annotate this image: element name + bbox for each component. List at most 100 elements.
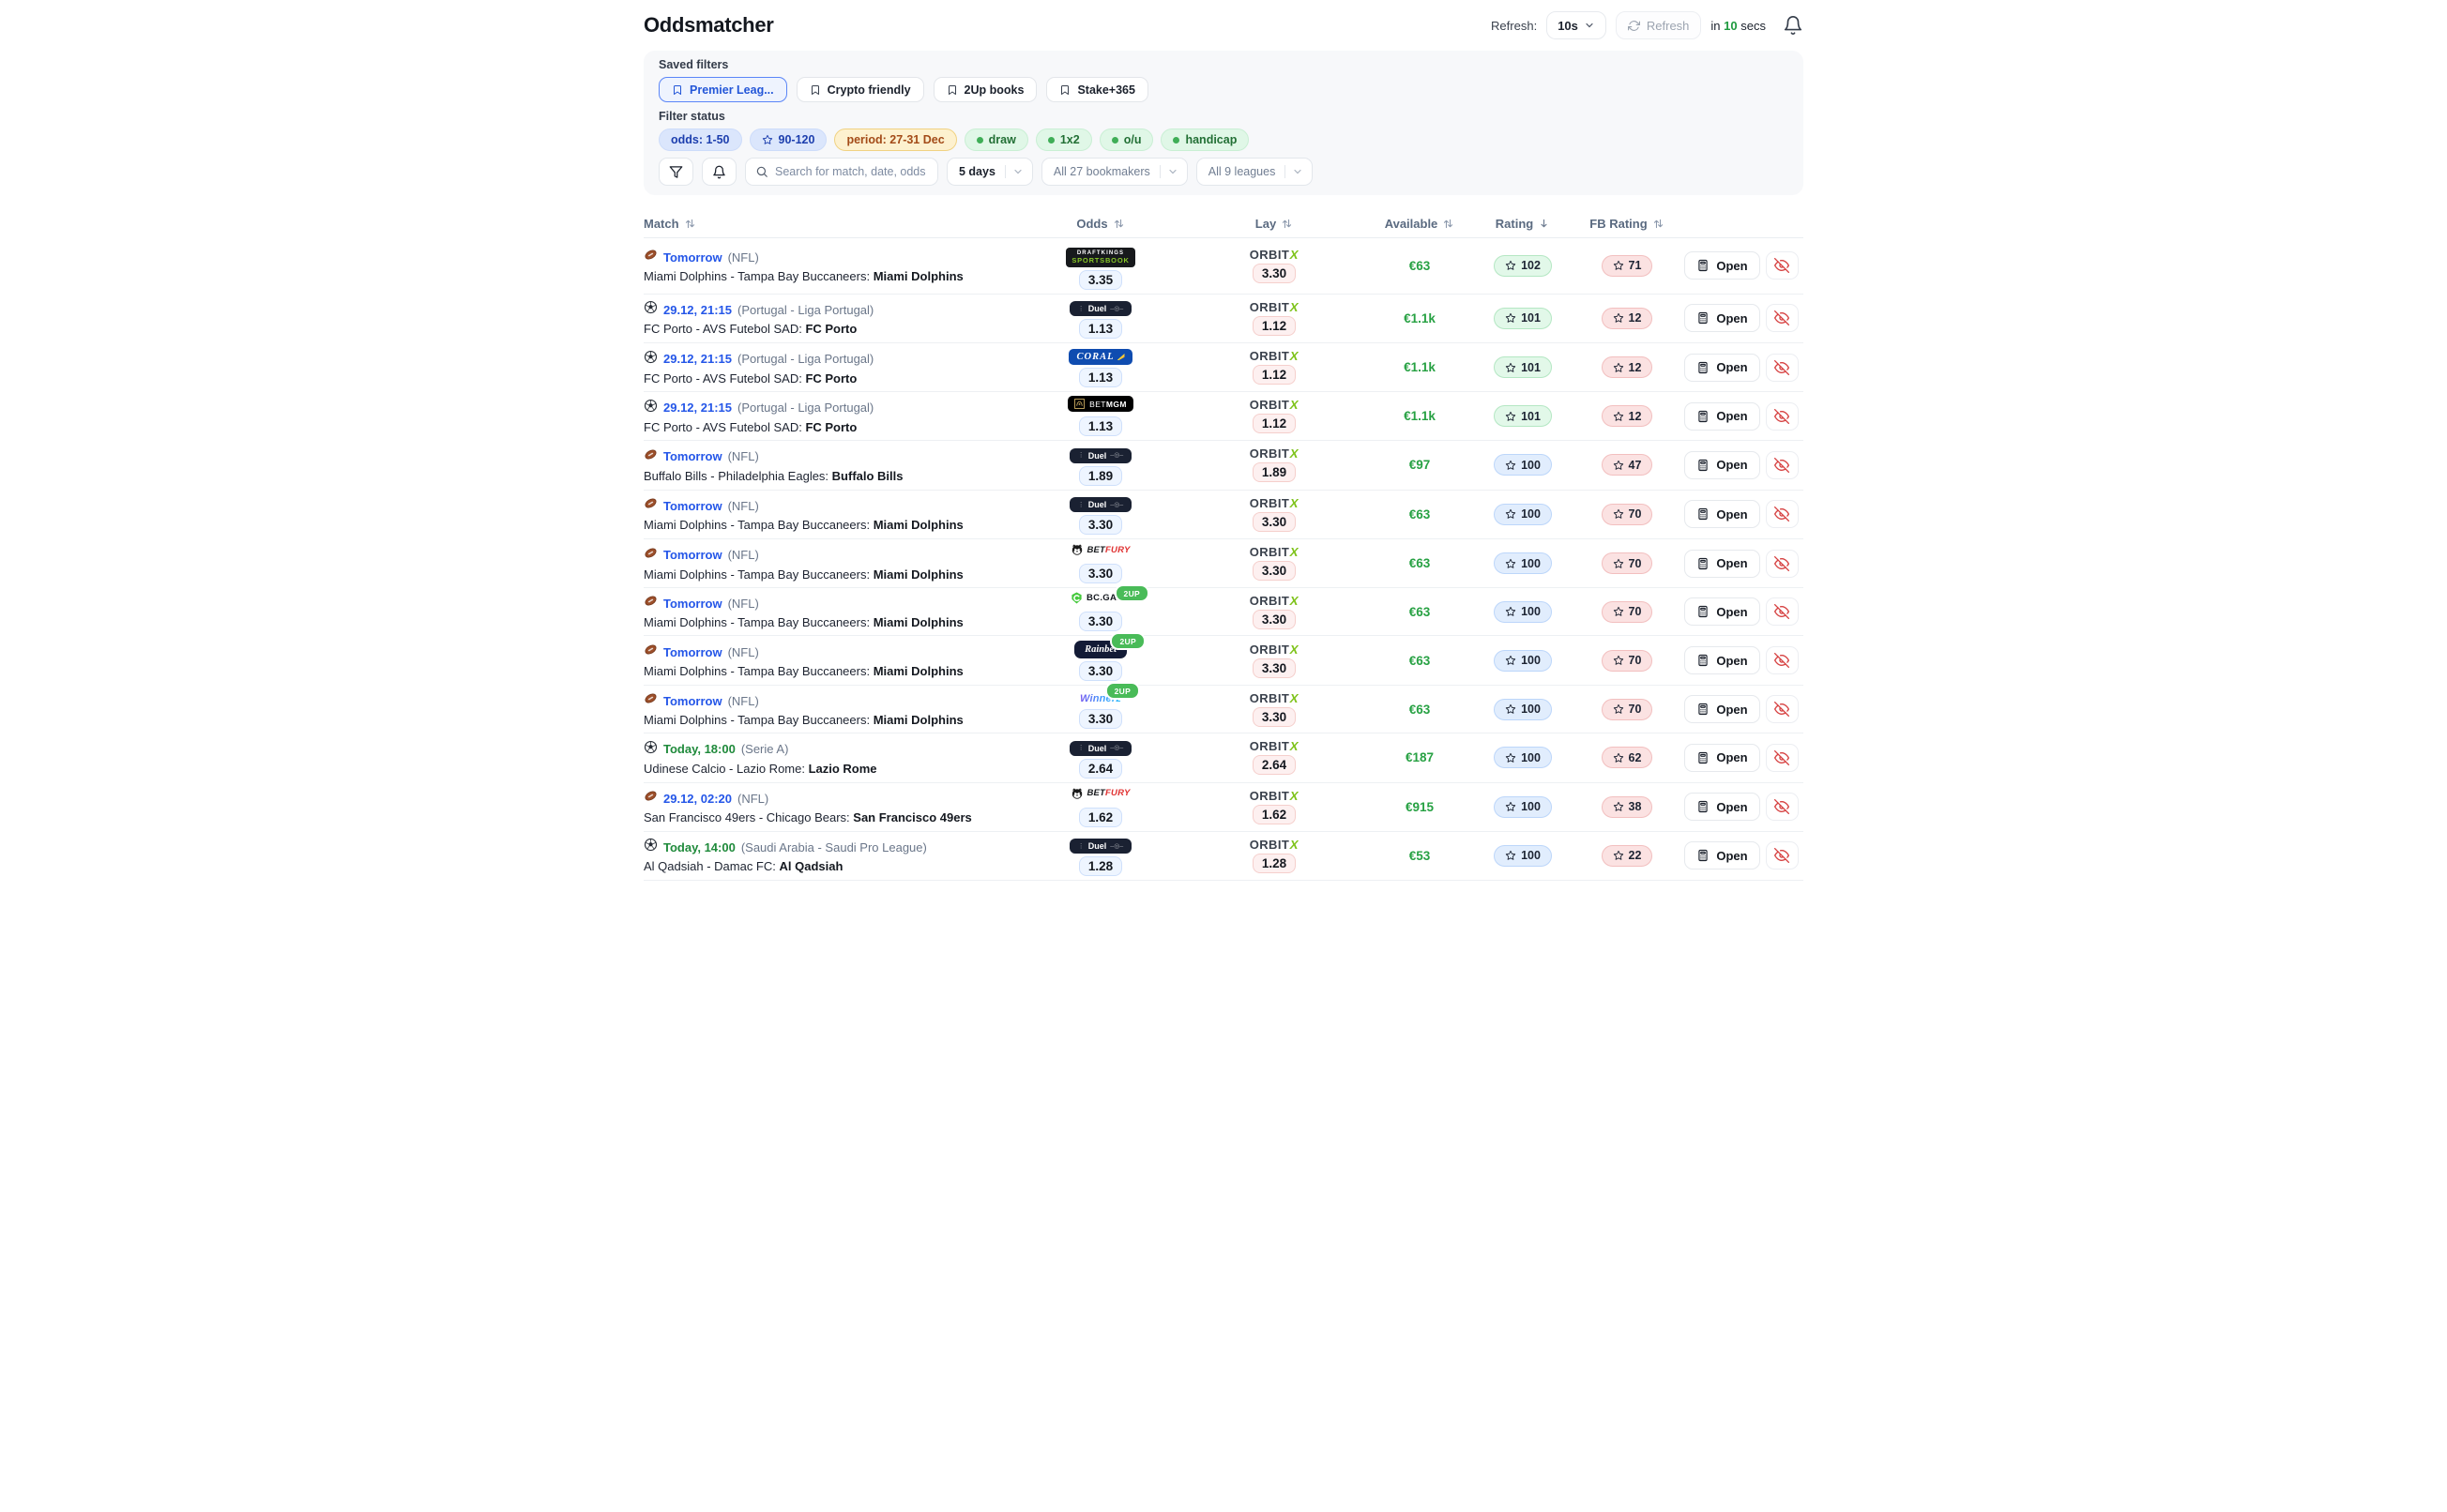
back-odds-value[interactable]: 1.89 xyxy=(1078,465,1122,486)
match-name: FC Porto - AVS Futebol SAD: FC Porto xyxy=(644,370,858,386)
lay-odds-value[interactable]: 3.30 xyxy=(1253,263,1296,283)
lay-odds-value[interactable]: 3.30 xyxy=(1253,511,1296,532)
match-datetime-link[interactable]: Tomorrow xyxy=(663,498,722,513)
league-label: (NFL) xyxy=(727,449,759,464)
filter-funnel-button[interactable] xyxy=(659,158,693,186)
back-odds-value[interactable]: 1.13 xyxy=(1078,368,1122,387)
hide-row-button[interactable] xyxy=(1765,597,1799,626)
leagues-select[interactable]: All 9 leagues xyxy=(1195,158,1314,186)
hide-row-button[interactable] xyxy=(1765,793,1799,821)
hide-row-button[interactable] xyxy=(1765,695,1799,723)
refresh-button[interactable]: Refresh xyxy=(1615,11,1702,39)
column-header-lay[interactable]: Lay xyxy=(1180,217,1368,231)
filter-status-chip[interactable]: odds: 1-50 xyxy=(659,129,742,151)
odds-cell: BC.GAME 2UP 3.30 xyxy=(1021,584,1180,631)
open-button[interactable]: Open xyxy=(1684,251,1760,280)
saved-filter-chip[interactable]: 2Up books xyxy=(933,77,1038,102)
lay-odds-value[interactable]: 3.30 xyxy=(1253,706,1296,727)
match-datetime-link[interactable]: 29.12, 02:20 xyxy=(663,791,733,806)
search-input[interactable] xyxy=(775,165,928,178)
column-header-match[interactable]: Match xyxy=(644,217,1021,231)
lay-odds-value[interactable]: 3.30 xyxy=(1253,561,1296,581)
match-datetime-link[interactable]: Today, 14:00 xyxy=(663,839,736,854)
back-odds-value[interactable]: 1.13 xyxy=(1079,416,1122,436)
hide-row-button[interactable] xyxy=(1765,304,1799,333)
back-odds-value[interactable]: 3.30 xyxy=(1078,564,1122,583)
match-datetime-link[interactable]: Tomorrow xyxy=(663,693,722,708)
open-button[interactable]: Open xyxy=(1684,304,1760,333)
back-odds-value[interactable]: 2.64 xyxy=(1078,758,1122,779)
match-datetime-link[interactable]: Tomorrow xyxy=(663,449,722,464)
back-odds-value[interactable]: 3.30 xyxy=(1079,709,1122,729)
notifications-bell-icon[interactable] xyxy=(1783,15,1803,36)
filter-status-chip[interactable]: 1x2 xyxy=(1035,129,1092,151)
lay-odds-value[interactable]: 1.12 xyxy=(1253,414,1296,433)
lay-odds-value[interactable]: 1.12 xyxy=(1253,315,1296,336)
open-button[interactable]: Open xyxy=(1684,646,1760,674)
lay-odds-value[interactable]: 2.64 xyxy=(1253,755,1296,776)
hide-row-button[interactable] xyxy=(1765,401,1799,431)
lay-odds-value[interactable]: 1.89 xyxy=(1253,462,1296,483)
hide-row-button[interactable] xyxy=(1765,251,1799,280)
lay-odds-value[interactable]: 1.62 xyxy=(1253,804,1296,824)
hide-row-button[interactable] xyxy=(1765,743,1799,772)
saved-filter-chip[interactable]: Crypto friendly xyxy=(796,77,924,102)
actions-cell: Open xyxy=(1679,597,1803,626)
open-button[interactable]: Open xyxy=(1684,841,1760,870)
refresh-interval-select[interactable]: 10s xyxy=(1546,11,1606,39)
match-datetime-link[interactable]: Tomorrow xyxy=(663,596,722,611)
open-button[interactable]: Open xyxy=(1684,597,1760,626)
filter-status-chip[interactable]: draw xyxy=(964,129,1028,151)
hide-row-button[interactable] xyxy=(1765,841,1799,870)
hide-row-button[interactable] xyxy=(1765,549,1799,578)
refresh-controls: Refresh: 10s Refresh in 10 secs xyxy=(1491,11,1803,39)
hide-row-button[interactable] xyxy=(1765,353,1799,382)
lay-odds-value[interactable]: 3.30 xyxy=(1253,658,1296,678)
back-odds-value[interactable]: 3.35 xyxy=(1079,269,1122,290)
open-button[interactable]: Open xyxy=(1684,549,1760,578)
match-datetime-link[interactable]: Tomorrow xyxy=(663,548,722,562)
lay-odds-value[interactable]: 3.30 xyxy=(1253,609,1296,629)
match-datetime-link[interactable]: Tomorrow xyxy=(663,249,722,265)
alert-bell-button[interactable] xyxy=(702,158,737,186)
hide-row-button[interactable] xyxy=(1765,450,1799,479)
open-button[interactable]: Open xyxy=(1684,695,1760,723)
back-odds-value[interactable]: 1.28 xyxy=(1078,856,1122,876)
saved-filter-chip[interactable]: Stake+365 xyxy=(1046,77,1148,102)
open-button[interactable]: Open xyxy=(1684,793,1760,821)
rating-badge: 102 xyxy=(1494,254,1552,277)
back-odds-value[interactable]: 1.62 xyxy=(1078,807,1122,827)
lay-odds-value[interactable]: 1.28 xyxy=(1253,853,1296,873)
open-button[interactable]: Open xyxy=(1684,743,1760,772)
filter-status-chip[interactable]: period: 27-31 Dec xyxy=(834,129,957,151)
back-odds-value[interactable]: 1.13 xyxy=(1078,319,1122,339)
open-button[interactable]: Open xyxy=(1684,353,1760,382)
lay-odds-value[interactable]: 1.12 xyxy=(1253,365,1296,385)
column-header-fb-rating[interactable]: FB Rating xyxy=(1574,217,1679,231)
filter-status-chip[interactable]: o/u xyxy=(1099,129,1154,151)
back-odds-value[interactable]: 3.30 xyxy=(1079,661,1122,681)
saved-filter-chip[interactable]: Premier Leag... xyxy=(659,77,787,102)
back-odds-value[interactable]: 3.30 xyxy=(1079,612,1122,631)
match-datetime-link[interactable]: 29.12, 21:15 xyxy=(663,302,733,317)
match-cell: 29.12, 02:20 (NFL) San Francisco 49ers -… xyxy=(644,789,1021,824)
match-datetime-link[interactable]: Today, 18:00 xyxy=(663,742,736,757)
days-select[interactable]: 5 days xyxy=(947,158,1033,186)
countdown-seconds: 10 xyxy=(1724,18,1738,33)
hide-row-button[interactable] xyxy=(1765,500,1799,529)
open-button[interactable]: Open xyxy=(1684,450,1760,479)
filter-status-chip[interactable]: handicap xyxy=(1161,129,1250,151)
column-header-rating[interactable]: Rating xyxy=(1471,217,1574,231)
filter-status-chip[interactable]: 90-120 xyxy=(749,129,828,151)
open-button[interactable]: Open xyxy=(1684,500,1760,529)
open-button[interactable]: Open xyxy=(1684,401,1760,431)
back-odds-value[interactable]: 3.30 xyxy=(1078,515,1122,535)
bookmakers-select[interactable]: All 27 bookmakers xyxy=(1041,158,1188,186)
column-header-odds[interactable]: Odds xyxy=(1021,217,1180,231)
hide-row-button[interactable] xyxy=(1765,646,1799,674)
column-header-available[interactable]: Available xyxy=(1368,217,1471,231)
match-datetime-link[interactable]: 29.12, 21:15 xyxy=(663,401,733,415)
match-datetime-link[interactable]: 29.12, 21:15 xyxy=(663,352,733,366)
match-datetime-link[interactable]: Tomorrow xyxy=(663,644,722,659)
star-icon xyxy=(1613,558,1623,568)
